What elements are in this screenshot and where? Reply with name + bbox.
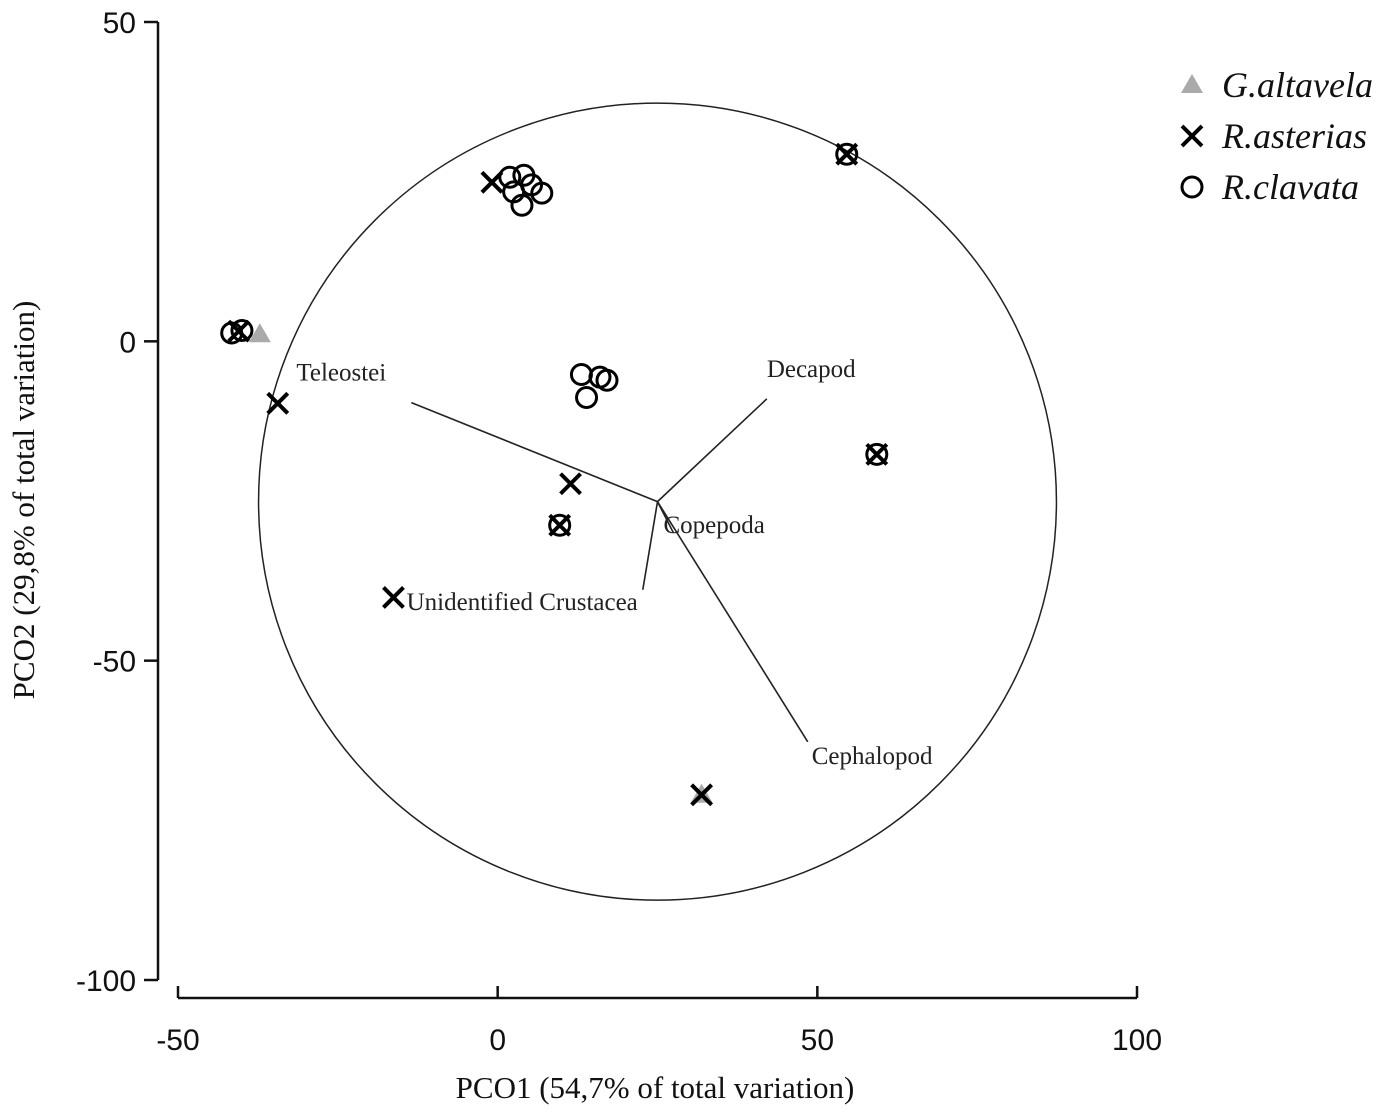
- point: [588, 365, 612, 389]
- point: [382, 586, 405, 609]
- point: [835, 142, 859, 166]
- x-tick-label: 100: [1112, 1024, 1162, 1057]
- x-tick-label: -50: [156, 1024, 199, 1057]
- point: [548, 513, 572, 537]
- legend-marker: [1180, 124, 1204, 148]
- x-axis-title: PCO1 (54,7% of total variation): [456, 1070, 855, 1105]
- point: [559, 472, 582, 496]
- point: [865, 442, 889, 466]
- y-tick-label: 50: [103, 7, 136, 40]
- legend-marker: [1180, 175, 1204, 199]
- point: [266, 391, 290, 415]
- x-tick-label: 0: [489, 1024, 506, 1057]
- point: [575, 386, 599, 410]
- point: [530, 181, 554, 205]
- y-axis-title: PCO2 (29,8% of total variation): [6, 301, 41, 700]
- vector-label: Decapod: [767, 356, 856, 383]
- vector-label: Unidentified Crustacea: [407, 589, 638, 616]
- point: [220, 321, 244, 345]
- vector: [411, 401, 658, 503]
- vector-label: Copepoda: [663, 512, 764, 539]
- x-tick-label: 50: [801, 1024, 834, 1057]
- vector: [642, 501, 659, 590]
- vector-label: Cephalopod: [812, 743, 933, 770]
- point: [230, 318, 254, 342]
- point: [502, 180, 526, 204]
- correlation-circle: [257, 102, 1058, 901]
- point: [569, 363, 593, 387]
- legend-marker: [1181, 74, 1203, 93]
- point: [248, 323, 271, 343]
- point: [498, 165, 522, 189]
- y-tick-label: 0: [119, 326, 136, 359]
- vector: [656, 398, 768, 503]
- vector: [656, 501, 809, 743]
- y-tick-label: -100: [76, 965, 136, 998]
- y-tick-label: -50: [93, 646, 136, 679]
- point: [690, 783, 714, 807]
- vector-label: Teleostei: [296, 360, 386, 387]
- legend-label: R.asterias: [1221, 116, 1367, 156]
- legend-label: G.altavela: [1222, 65, 1373, 105]
- legend-label: R.clavata: [1221, 167, 1359, 207]
